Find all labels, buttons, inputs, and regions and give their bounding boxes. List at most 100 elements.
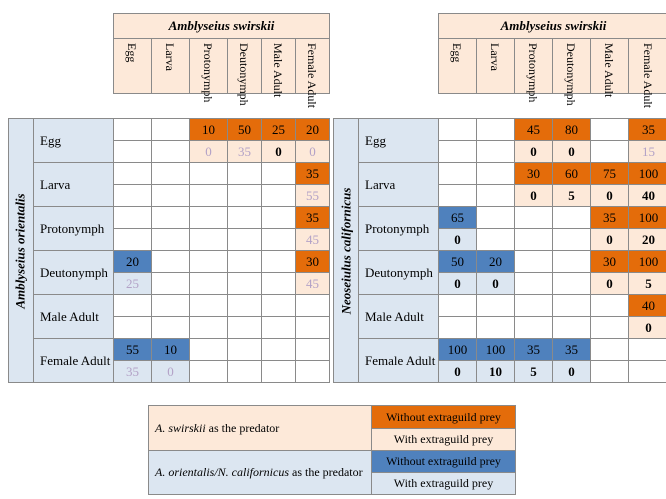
data-cell	[189, 206, 228, 229]
data-cell	[590, 338, 629, 361]
data-cell	[438, 140, 477, 163]
predator-species-text: Amblyseius orientalis	[13, 192, 28, 309]
data-cell: 45	[295, 272, 330, 295]
data-cell: 55	[113, 338, 152, 361]
data-cell: 10	[476, 360, 515, 383]
data-cell	[590, 360, 629, 383]
legend-other-without: Without extraguild prey	[371, 450, 516, 473]
row-label-deutonymph: Deutonymph	[33, 250, 114, 295]
data-cell: 60	[552, 162, 591, 185]
column-header-label: Protonymph	[525, 43, 540, 103]
column-header-protonymph: Protonymph	[189, 38, 228, 102]
data-cell	[476, 206, 515, 229]
row-label-male-adult: Male Adult	[358, 294, 439, 339]
data-cell	[227, 228, 262, 251]
data-cell	[189, 184, 228, 207]
data-cell	[476, 294, 515, 317]
data-cell	[261, 338, 296, 361]
data-cell	[151, 294, 190, 317]
data-cell	[476, 184, 515, 207]
column-header-female-adult: Female Adult	[628, 38, 666, 108]
data-cell	[514, 272, 553, 295]
row-label-protonymph: Protonymph	[33, 206, 114, 251]
data-cell	[189, 360, 228, 383]
data-cell	[227, 294, 262, 317]
prey-species-title: Amblyseius swirskii	[438, 13, 666, 39]
data-cell	[590, 294, 629, 317]
data-cell: 5	[514, 360, 553, 383]
column-header-egg: Egg	[113, 38, 152, 94]
data-cell	[227, 206, 262, 229]
data-cell: 10	[189, 118, 228, 141]
data-cell	[113, 206, 152, 229]
data-cell: 0	[514, 184, 553, 207]
data-cell	[151, 118, 190, 141]
column-header-label: Larva	[487, 43, 502, 71]
column-header-label: Egg	[449, 43, 464, 63]
data-cell: 0	[438, 228, 477, 251]
data-cell	[261, 360, 296, 383]
data-cell: 30	[590, 250, 629, 273]
data-cell: 65	[438, 206, 477, 229]
column-header-label: Female Adult	[640, 43, 655, 108]
data-cell	[590, 118, 629, 141]
data-cell: 55	[295, 184, 330, 207]
data-cell	[189, 228, 228, 251]
data-cell	[227, 184, 262, 207]
data-cell	[189, 338, 228, 361]
data-cell	[189, 294, 228, 317]
predator-species-label: Amblyseius orientalis	[8, 118, 34, 383]
column-header-label: Male Adult	[270, 43, 285, 98]
data-cell: 50	[438, 250, 477, 273]
data-cell	[628, 360, 666, 383]
data-cell	[189, 250, 228, 273]
data-cell: 35	[514, 338, 553, 361]
column-header-larva: Larva	[151, 38, 190, 94]
data-cell: 20	[476, 250, 515, 273]
data-cell: 0	[552, 140, 591, 163]
data-cell: 45	[295, 228, 330, 251]
data-cell	[552, 316, 591, 339]
row-label-female-adult: Female Adult	[358, 338, 439, 383]
data-cell: 0	[552, 360, 591, 383]
data-cell	[552, 272, 591, 295]
data-cell	[552, 228, 591, 251]
data-cell	[189, 272, 228, 295]
data-cell: 100	[438, 338, 477, 361]
data-cell	[227, 250, 262, 273]
data-cell	[261, 316, 296, 339]
data-cell	[151, 184, 190, 207]
data-cell	[261, 272, 296, 295]
data-cell: 5	[628, 272, 666, 295]
predator-species-label: Neoseiulus californicus	[333, 118, 359, 383]
data-cell	[514, 316, 553, 339]
data-cell: 45	[514, 118, 553, 141]
column-header-male-adult: Male Adult	[261, 38, 296, 98]
column-header-female-adult: Female Adult	[295, 38, 330, 108]
data-cell	[261, 250, 296, 273]
data-cell: 0	[295, 140, 330, 163]
row-label-egg: Egg	[33, 118, 114, 163]
column-header-male-adult: Male Adult	[590, 38, 629, 97]
data-cell	[113, 228, 152, 251]
row-label-larva: Larva	[33, 162, 114, 207]
column-header-label: Egg	[124, 43, 139, 63]
data-cell	[295, 316, 330, 339]
row-label-egg: Egg	[358, 118, 439, 163]
data-cell: 30	[514, 162, 553, 185]
data-cell: 0	[189, 140, 228, 163]
data-cell	[113, 118, 152, 141]
data-cell: 35	[295, 162, 330, 185]
column-header-label: Larva	[162, 43, 177, 71]
data-cell	[151, 206, 190, 229]
data-cell	[261, 206, 296, 229]
data-cell: 0	[514, 140, 553, 163]
data-cell	[514, 228, 553, 251]
data-cell	[261, 228, 296, 251]
column-header-egg: Egg	[438, 38, 477, 94]
legend-swirskii-without: Without extraguild prey	[371, 405, 516, 429]
data-cell	[227, 360, 262, 383]
row-label-larva: Larva	[358, 162, 439, 207]
data-cell: 0	[438, 360, 477, 383]
data-cell	[151, 316, 190, 339]
